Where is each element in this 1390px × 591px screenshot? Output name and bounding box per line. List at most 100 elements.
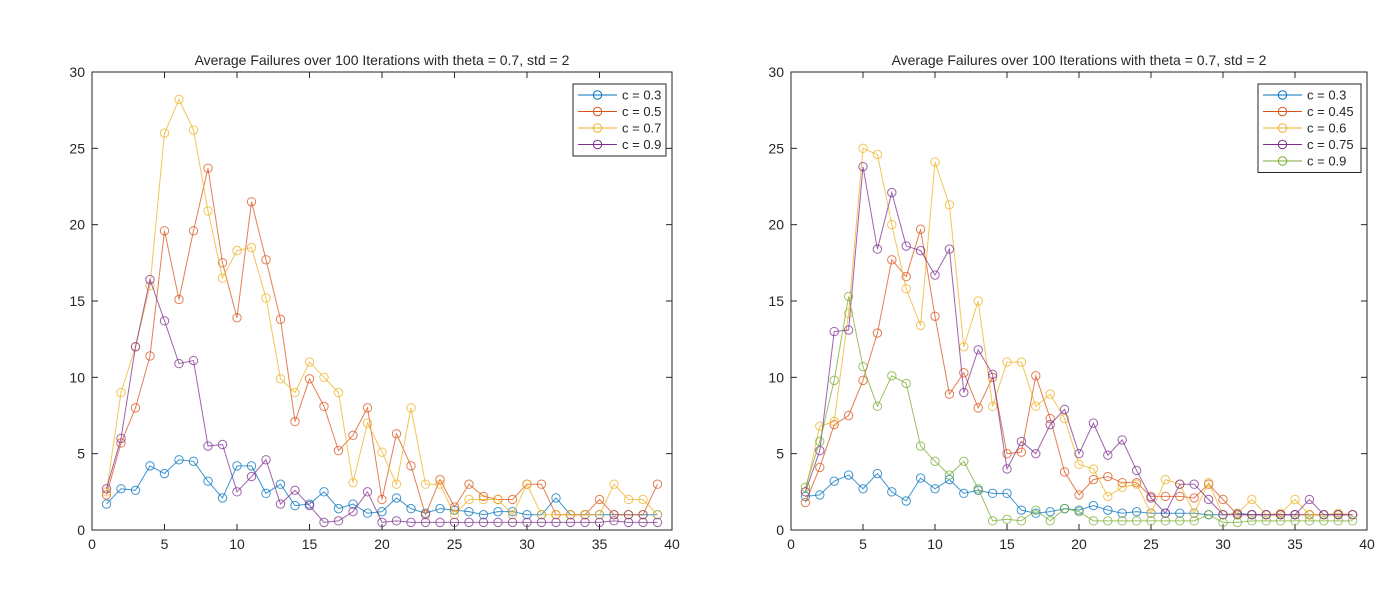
- data-point: [275, 314, 286, 325]
- plot-left: Average Failures over 100 Iterations wit…: [69, 52, 680, 552]
- data-point: [959, 456, 969, 466]
- data-point: [1203, 494, 1214, 505]
- data-point: [435, 479, 445, 489]
- data-point: [901, 241, 911, 251]
- data-point: [1160, 508, 1171, 518]
- series-line: [106, 277, 658, 523]
- data-point: [478, 510, 489, 520]
- data-point: [1218, 494, 1228, 505]
- data-point: [1117, 435, 1127, 445]
- data-point: [858, 375, 868, 386]
- data-point: [507, 510, 518, 520]
- data-point: [275, 374, 286, 384]
- data-point: [522, 479, 532, 489]
- data-point: [304, 357, 315, 367]
- data-point: [1160, 474, 1171, 485]
- legend: c = 0.3c = 0.5 c = 0.7c = 0.9: [572, 83, 667, 157]
- data-point: [377, 447, 387, 457]
- data-point: [1031, 371, 1041, 381]
- data-point: [973, 296, 983, 306]
- data-point: [1203, 477, 1214, 488]
- data-point: [1103, 491, 1113, 502]
- data-point: [1016, 505, 1027, 515]
- chart-title: Average Failures over 100 Iterations wit…: [892, 52, 1267, 68]
- data-point: [872, 149, 883, 160]
- data-point: [843, 410, 854, 421]
- data-point: [1175, 508, 1185, 518]
- data-point: [159, 226, 170, 236]
- data-point: [858, 143, 868, 154]
- x-tick-label: 5: [161, 536, 169, 552]
- data-point: [944, 470, 955, 480]
- data-point: [1189, 508, 1199, 518]
- data-point: [174, 358, 184, 369]
- data-point: [1059, 503, 1070, 514]
- data-point: [261, 488, 271, 499]
- legend-label: c = 0.3: [622, 88, 661, 103]
- data-point: [319, 487, 329, 497]
- y-tick-label: 15: [69, 293, 85, 309]
- data-point: [1074, 490, 1084, 500]
- y-tick-label: 20: [768, 217, 784, 233]
- y-tick-label: 15: [768, 293, 784, 309]
- data-point: [1304, 516, 1315, 526]
- data-point: [915, 441, 926, 451]
- data-point: [1247, 510, 1257, 520]
- series-line: [106, 98, 658, 516]
- data-point: [406, 517, 416, 528]
- data-point: [609, 510, 619, 520]
- data-point: [1290, 516, 1300, 526]
- data-point: [915, 320, 926, 331]
- series-line: [804, 166, 1353, 516]
- data-point: [101, 484, 112, 494]
- y-tick-label: 25: [69, 140, 85, 156]
- data-point: [594, 494, 605, 505]
- data-point: [973, 345, 983, 355]
- data-point: [449, 502, 460, 512]
- data-point: [1016, 357, 1027, 367]
- data-point: [536, 517, 547, 528]
- data-point: [872, 401, 883, 412]
- data-point: [1002, 357, 1012, 367]
- data-point: [623, 494, 634, 505]
- data-point: [362, 487, 373, 497]
- data-point: [1045, 389, 1055, 399]
- data-point: [203, 163, 213, 173]
- data-point: [348, 506, 358, 517]
- data-point: [1189, 479, 1199, 489]
- data-point: [551, 510, 561, 520]
- data-point: [319, 372, 329, 383]
- data-point: [449, 517, 460, 528]
- y-tick-label: 0: [77, 522, 85, 538]
- x-tick-label: 5: [859, 536, 867, 552]
- data-point: [944, 389, 955, 399]
- x-tick-label: 40: [664, 536, 680, 552]
- data-point: [1146, 516, 1156, 526]
- data-point: [290, 387, 300, 398]
- data-point: [188, 125, 199, 135]
- data-point: [217, 273, 228, 283]
- data-point: [145, 351, 155, 361]
- data-point: [843, 291, 854, 302]
- data-point: [858, 161, 868, 172]
- data-point: [609, 516, 619, 526]
- data-point: [652, 517, 663, 528]
- data-point: [1333, 510, 1343, 520]
- data-point: [464, 517, 474, 528]
- data-point: [464, 479, 474, 489]
- data-point: [377, 517, 387, 528]
- data-point: [887, 487, 897, 497]
- data-point: [362, 418, 373, 428]
- data-point: [887, 187, 897, 198]
- data-point: [507, 517, 518, 528]
- data-point: [1103, 505, 1113, 515]
- data-point: [304, 374, 315, 384]
- data-point: [800, 482, 811, 492]
- data-point: [1117, 482, 1127, 492]
- data-point: [188, 355, 199, 366]
- data-point: [420, 517, 431, 528]
- x-tick-label: 20: [1071, 536, 1087, 552]
- data-point: [973, 403, 983, 413]
- data-point: [522, 517, 532, 528]
- data-point: [887, 371, 897, 381]
